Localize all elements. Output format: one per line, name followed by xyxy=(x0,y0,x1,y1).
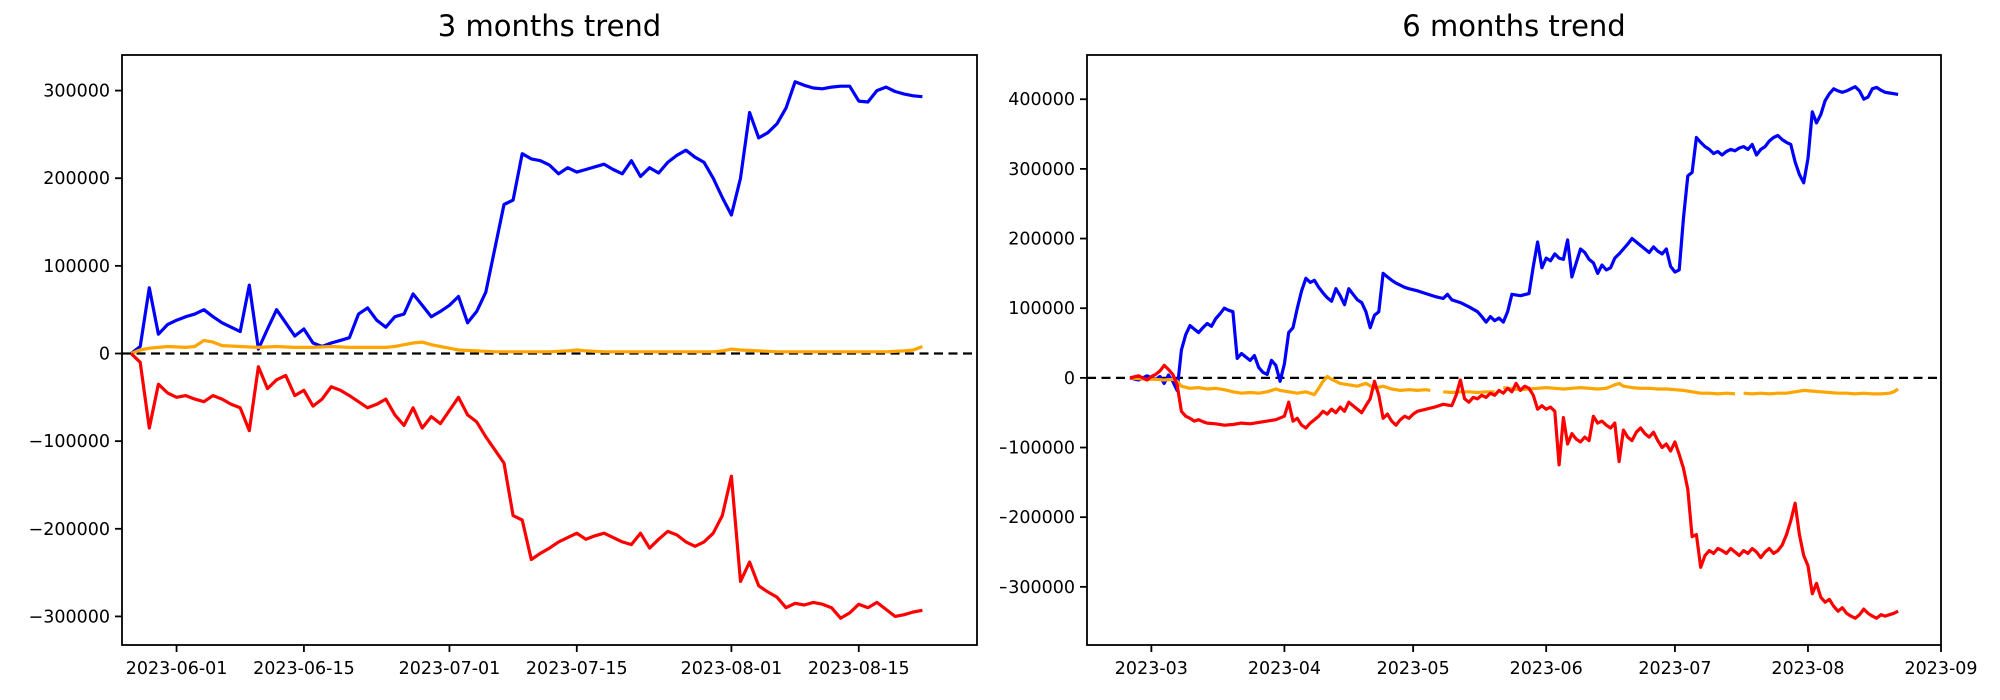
x-tick-label: 2023-05 xyxy=(1377,659,1450,679)
y-tick-label: 400000 xyxy=(1008,90,1075,110)
plot-box xyxy=(1086,54,1942,646)
y-tick-label: −300000 xyxy=(1000,578,1075,598)
orange-series-line xyxy=(1129,374,1899,397)
y-tick-label: −100000 xyxy=(1000,439,1075,459)
y-tick-label: 200000 xyxy=(1008,230,1075,250)
chart-title: 6 months trend xyxy=(1402,9,1626,43)
x-tick-label: 2023-06-01 xyxy=(126,659,228,679)
x-tick-label: 2023-09 xyxy=(1904,659,1977,679)
x-tick-label: 2023-06 xyxy=(1510,659,1583,679)
y-tick-label: 0 xyxy=(99,345,110,365)
y-tick-label: 300000 xyxy=(1008,160,1075,180)
chart-3-months: 2023-06-01 2023-06-15 2023-07-01 2023-07-15… xyxy=(29,9,978,679)
y-tick-label: 300000 xyxy=(43,82,110,102)
y-tick-label: −200000 xyxy=(29,520,110,540)
chart-canvas-6-months: 2023-03 2023-04 2023-05 2023-06 2023-07 2023-… xyxy=(1000,54,1978,679)
x-tick-label: 2023-08 xyxy=(1771,659,1844,679)
blue-series-line xyxy=(130,80,923,355)
x-tick-label: 2023-07-01 xyxy=(399,659,501,679)
plot-box xyxy=(121,54,978,646)
x-tick-label: 2023-08-15 xyxy=(808,659,910,679)
red-series-line xyxy=(129,352,923,620)
x-tick-label: 2023-07 xyxy=(1638,659,1711,679)
y-tick-label: 0 xyxy=(1064,369,1075,389)
y-tick-label: −200000 xyxy=(1000,508,1075,528)
blue-series-line xyxy=(1129,85,1899,392)
y-tick-label: −100000 xyxy=(29,432,110,452)
chart-6-months: 2023-03 2023-04 2023-05 2023-06 2023-07 2023-… xyxy=(1000,0,2000,700)
chart-title: 3 months trend xyxy=(437,9,662,43)
x-tick-label: 2023-03 xyxy=(1115,659,1188,679)
x-tick-label: 2023-06-15 xyxy=(253,659,355,679)
red-series-line xyxy=(1129,363,1899,620)
x-tick-label: 2023-08-01 xyxy=(681,659,783,679)
y-tick-label: 100000 xyxy=(43,257,110,277)
orange-series-line xyxy=(130,338,923,355)
y-tick-label: −300000 xyxy=(29,607,110,627)
x-tick-label: 2023-04 xyxy=(1248,659,1321,679)
y-tick-label: 100000 xyxy=(1008,299,1075,319)
chart-canvas-3-months: 2023-06-01 2023-06-15 2023-07-01 2023-07-15… xyxy=(29,54,978,679)
y-tick-label: 200000 xyxy=(43,169,110,189)
x-tick-label: 2023-07-15 xyxy=(526,659,628,679)
